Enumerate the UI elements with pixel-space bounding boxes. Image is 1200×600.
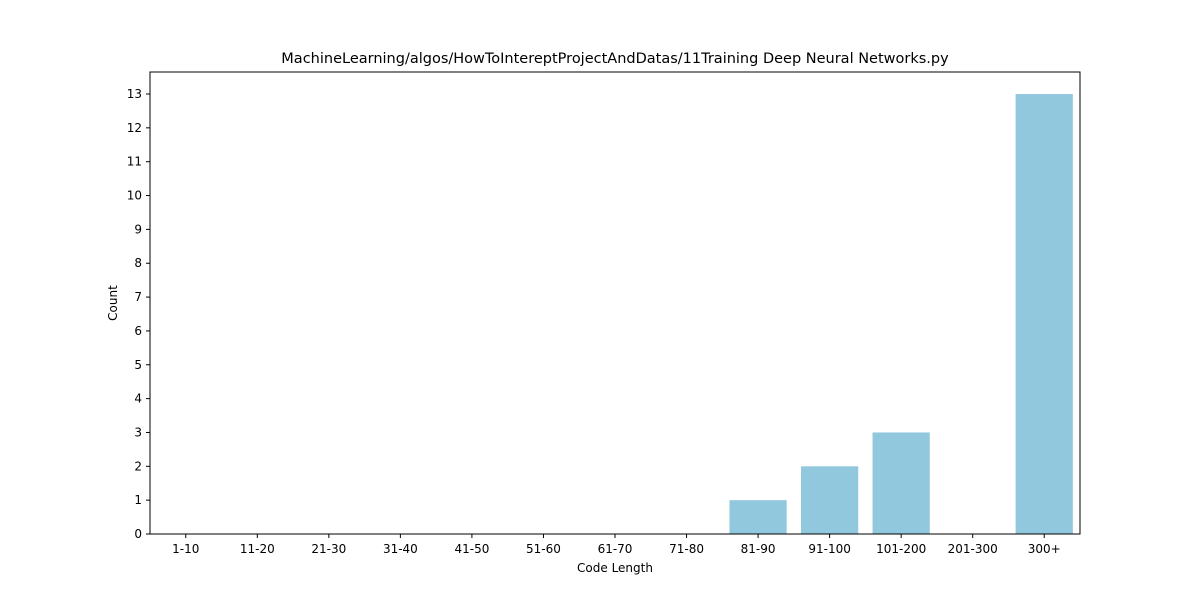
y-tick-label: 3 (134, 425, 142, 439)
y-tick-label: 6 (134, 324, 142, 338)
x-tick-label: 101-200 (876, 542, 926, 556)
chart-title: MachineLearning/algos/HowToIntereptProje… (281, 51, 949, 67)
x-tick-label: 41-50 (454, 542, 489, 556)
x-tick-label: 91-100 (808, 542, 851, 556)
x-axis-title: Code Length (577, 561, 653, 575)
y-tick-label: 9 (134, 222, 142, 236)
y-tick-label: 0 (134, 527, 142, 541)
x-tick-label: 31-40 (383, 542, 418, 556)
bar-300+ (1015, 94, 1073, 534)
y-tick-label: 5 (134, 358, 142, 372)
bar-101-200 (872, 432, 930, 534)
y-tick-label: 13 (127, 87, 142, 101)
x-axis-ticks: 1-10 11-20 21-30 31-40 41-50 51-60 61-70 71-80 8… (172, 534, 1061, 556)
x-tick-label: 201-300 (948, 542, 998, 556)
y-tick-label: 1 (134, 493, 142, 507)
bar-81-90 (729, 500, 787, 534)
y-tick-label: 4 (134, 392, 142, 406)
x-tick-label: 11-20 (240, 542, 275, 556)
bar-91-100 (801, 466, 859, 534)
y-tick-label: 12 (127, 121, 142, 135)
x-tick-label: 71-80 (669, 542, 704, 556)
x-tick-label: 51-60 (526, 542, 561, 556)
x-tick-label: 81-90 (741, 542, 776, 556)
x-tick-label: 300+ (1028, 542, 1061, 556)
x-tick-label: 21-30 (311, 542, 346, 556)
y-tick-label: 8 (134, 256, 142, 270)
plot-area-frame (149, 71, 1081, 535)
bars-group (729, 94, 1073, 534)
x-tick-label: 1-10 (172, 542, 199, 556)
y-axis-title: Count (106, 285, 120, 321)
y-tick-label: 10 (127, 189, 142, 203)
y-tick-label: 2 (134, 459, 142, 473)
y-tick-label: 7 (134, 290, 142, 304)
x-tick-label: 61-70 (598, 542, 633, 556)
y-tick-label: 11 (127, 155, 142, 169)
